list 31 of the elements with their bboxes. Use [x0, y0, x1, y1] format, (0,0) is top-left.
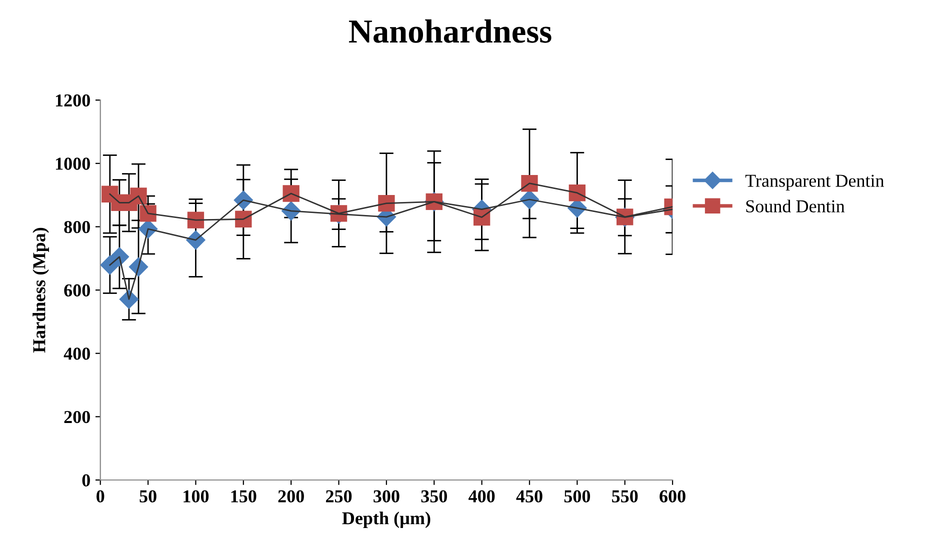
point [140, 205, 156, 222]
x-tick-label: 450 [516, 490, 542, 502]
x-tick-label: 150 [231, 490, 256, 502]
point [282, 185, 300, 202]
x-tick-label: 100 [184, 490, 209, 502]
x-axis-title: Depth (µm) [342, 512, 430, 528]
y-tick-label: 400 [64, 348, 90, 360]
y-tick-label: 0 [82, 474, 90, 486]
legend-label: Sound Dentin [746, 200, 845, 212]
y-tick-label: 200 [64, 410, 90, 424]
point [568, 184, 586, 202]
y-tick-label: 600 [64, 284, 90, 296]
y-tick-label: 1200 [56, 94, 90, 107]
x-tick-label: 300 [374, 490, 400, 502]
x-tick-label: 400 [468, 490, 495, 502]
x-tick-label: 350 [421, 490, 447, 502]
x-tick-label: 250 [326, 490, 352, 502]
point [378, 194, 395, 212]
chart-title: Nanohardness [348, 19, 552, 43]
point [187, 212, 204, 228]
legend-label: Transparent Dentin [745, 174, 884, 191]
y-tick-label: 800 [64, 220, 90, 234]
x-tick-label: 50 [140, 490, 156, 502]
x-tick-label: 500 [564, 490, 590, 502]
point [235, 210, 252, 228]
x-tick-label: 600 [660, 490, 686, 502]
y-axis-title: Hardness (Mpa) [32, 228, 49, 353]
x-tick-label: 0 [96, 490, 104, 502]
x-tick-label: 200 [278, 490, 304, 502]
y-tick-label: 1000 [56, 158, 90, 170]
x-tick-label: 550 [612, 490, 638, 502]
